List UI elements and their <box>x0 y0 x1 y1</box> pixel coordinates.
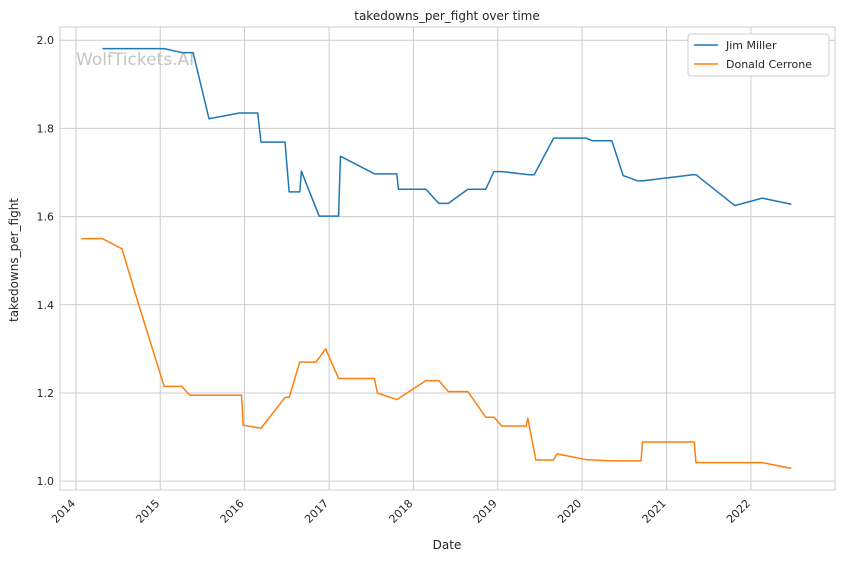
grid-lines <box>60 27 835 490</box>
x-tick-label: 2016 <box>218 497 247 526</box>
y-tick-labels: 1.0 1.2 1.4 1.6 1.8 2.0 <box>37 34 55 488</box>
legend: Jim Miller Donald Cerrone <box>687 33 830 77</box>
legend-box <box>687 33 830 77</box>
legend-label: Donald Cerrone <box>726 58 812 71</box>
x-tick-labels: 2014 2015 2016 2017 2018 2019 2020 2021 2022 <box>49 497 753 526</box>
y-axis-title: takedowns_per_fight <box>7 198 21 322</box>
x-tick-label: 2017 <box>302 497 331 526</box>
x-tick-label: 2014 <box>49 497 78 526</box>
y-tick-label: 1.4 <box>37 299 55 312</box>
x-axis-title: Date <box>433 538 462 552</box>
series-line-jim-miller <box>102 47 792 217</box>
x-tick-label: 2022 <box>724 497 753 526</box>
x-tick-label: 2018 <box>387 497 416 526</box>
y-tick-label: 2.0 <box>37 34 55 47</box>
watermark: WolfTickets.AI <box>76 50 194 70</box>
x-tick-label: 2021 <box>640 497 669 526</box>
legend-label: Jim Miller <box>725 39 777 52</box>
series-layer <box>81 47 792 470</box>
plot-area-frame <box>59 26 836 491</box>
x-tick-label: 2019 <box>471 497 500 526</box>
y-tick-label: 1.6 <box>37 211 55 224</box>
y-tick-label: 1.2 <box>37 387 55 400</box>
x-tick-label: 2015 <box>133 497 162 526</box>
series-line-donald-cerrone <box>81 237 792 470</box>
y-tick-label: 1.0 <box>37 475 55 488</box>
chart-title: takedowns_per_fight over time <box>354 9 540 23</box>
x-tick-label: 2020 <box>555 497 584 526</box>
y-tick-label: 1.8 <box>37 122 55 135</box>
